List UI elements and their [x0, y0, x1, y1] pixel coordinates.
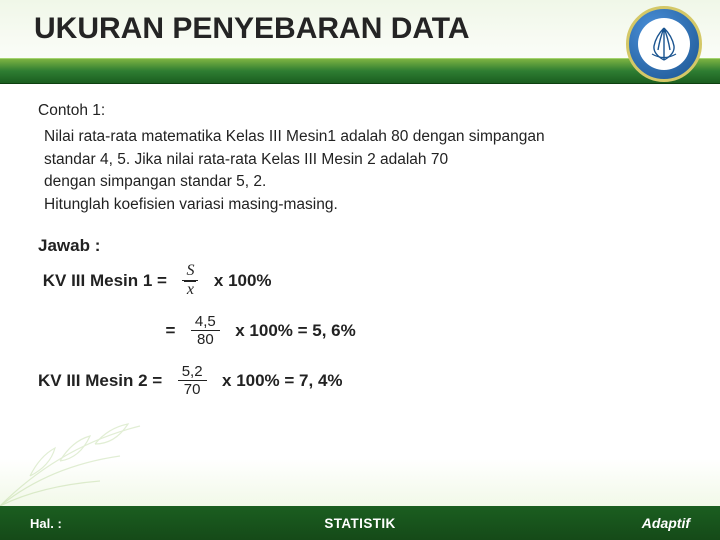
footer-subject: STATISTIK: [324, 516, 395, 531]
kv1-rhs1: x 100%: [204, 269, 271, 294]
desc-line: Nilai rata-rata matematika Kelas III Mes…: [44, 126, 682, 148]
kv1-row2: = 4,5 80 x 100% = 5, 6%: [38, 311, 682, 351]
kv1-row1: KV III Mesin 1 = S x x 100%: [38, 261, 682, 301]
footer-type: Adaptif: [642, 515, 690, 531]
footer-bar: Hal. : STATISTIK Adaptif: [0, 506, 720, 540]
kv2-label: KV III Mesin 2 =: [38, 369, 172, 394]
example-description: Nilai rata-rata matematika Kelas III Mes…: [44, 126, 682, 216]
emblem-logo: [626, 6, 702, 82]
kv1-eq: =: [38, 319, 185, 344]
fraction-5270: 5,2 70: [178, 364, 207, 399]
desc-line: Hitunglah koefisien variasi masing-masin…: [44, 194, 682, 216]
example-label: Contoh 1:: [38, 100, 682, 122]
fraction-4580: 4,5 80: [191, 314, 220, 349]
desc-line: standar 4, 5. Jika nilai rata-rata Kelas…: [44, 149, 682, 171]
fraction-sx: S x: [182, 263, 198, 300]
desc-line: dengan simpangan standar 5, 2.: [44, 171, 682, 193]
answer-label: Jawab :: [38, 234, 682, 259]
kv2-rhs: x 100% = 7, 4%: [213, 369, 343, 394]
kv1-rhs2: x 100% = 5, 6%: [226, 319, 356, 344]
footer-page: Hal. :: [30, 516, 62, 531]
tut-wuri-icon: [644, 24, 684, 64]
kv1-label: KV III Mesin 1 =: [38, 269, 176, 294]
header-band: [0, 58, 720, 84]
content-area: Contoh 1: Nilai rata-rata matematika Kel…: [38, 100, 682, 411]
kv2-row: KV III Mesin 2 = 5,2 70 x 100% = 7, 4%: [38, 361, 682, 401]
page-title: UKURAN PENYEBARAN DATA: [34, 12, 470, 46]
